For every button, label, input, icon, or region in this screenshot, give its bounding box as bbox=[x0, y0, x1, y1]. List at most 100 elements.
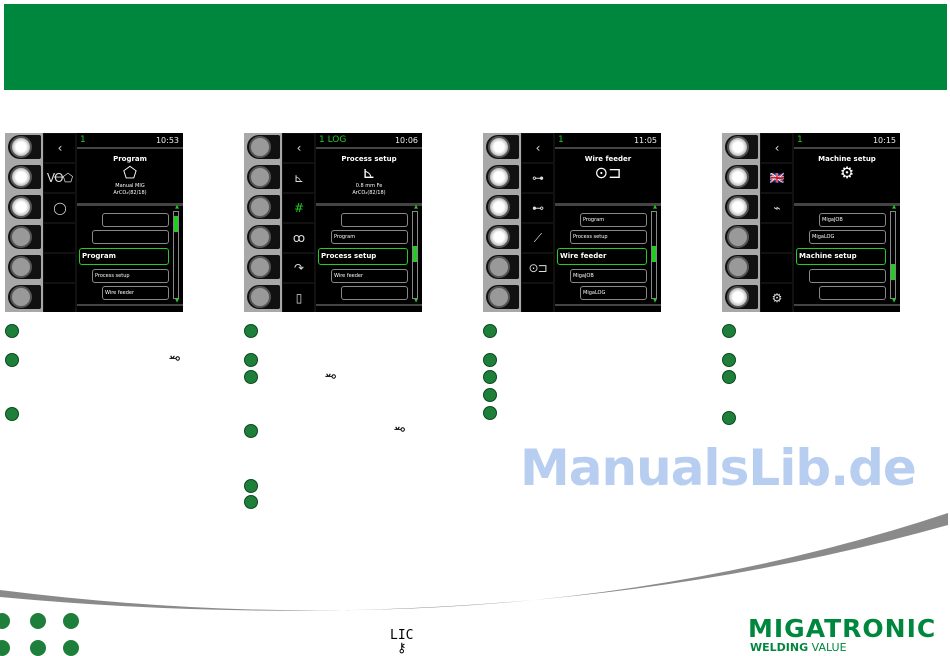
callout-dot bbox=[483, 388, 497, 402]
softkey-4[interactable]: ↷ bbox=[283, 254, 314, 282]
knob-button[interactable] bbox=[8, 135, 41, 159]
softkey-1[interactable]: VꝊ⬠ bbox=[44, 164, 75, 192]
scroll-down-arrow[interactable]: ▼ bbox=[175, 298, 179, 304]
knob-button[interactable] bbox=[247, 165, 280, 189]
softkey-4[interactable]: ⊙⊐ bbox=[522, 254, 553, 282]
scrollbar[interactable] bbox=[412, 211, 418, 299]
knob-button[interactable] bbox=[725, 285, 758, 309]
softkey-2[interactable]: # bbox=[283, 194, 314, 222]
knob-button[interactable] bbox=[8, 195, 41, 219]
softkey-3[interactable] bbox=[761, 224, 792, 252]
knob-button[interactable] bbox=[725, 195, 758, 219]
knob-button[interactable] bbox=[725, 165, 758, 189]
scroll-thumb[interactable] bbox=[891, 263, 895, 280]
menu-item[interactable]: Wire feeder bbox=[102, 286, 169, 300]
menu-item[interactable] bbox=[809, 269, 886, 283]
softkey-column: ‹ ⊶ ⊷ ⟋ ⊙⊐ bbox=[521, 133, 555, 312]
softkey-2[interactable]: ◯ bbox=[44, 194, 75, 222]
knob-button[interactable] bbox=[8, 285, 41, 309]
softkey-2[interactable]: ⊷ bbox=[522, 194, 553, 222]
scroll-up-arrow[interactable]: ▲ bbox=[414, 204, 418, 210]
knob-button[interactable] bbox=[486, 225, 519, 249]
scroll-thumb[interactable] bbox=[413, 246, 417, 263]
callout-dot bbox=[722, 411, 736, 425]
softkey-4[interactable] bbox=[761, 254, 792, 282]
menu-item[interactable]: Program bbox=[79, 248, 169, 265]
softkey-0[interactable]: ‹ bbox=[761, 134, 792, 162]
knob-column bbox=[722, 133, 760, 312]
menu-item[interactable]: MigaLOG bbox=[809, 230, 886, 244]
menu-item[interactable]: Program bbox=[331, 230, 408, 244]
menu-item[interactable] bbox=[341, 213, 408, 227]
menu-item[interactable]: Machine setup bbox=[796, 248, 886, 265]
knob-button[interactable] bbox=[486, 195, 519, 219]
menu-item[interactable]: Wire feeder bbox=[557, 248, 647, 265]
knob-button[interactable] bbox=[247, 225, 280, 249]
softkey-0[interactable]: ‹ bbox=[283, 134, 314, 162]
status-bar: 1 11:05 bbox=[555, 133, 661, 149]
scroll-thumb[interactable] bbox=[174, 216, 178, 233]
knob-button[interactable] bbox=[247, 135, 280, 159]
softkey-3[interactable]: ꝏ bbox=[283, 224, 314, 252]
menu-item[interactable] bbox=[92, 230, 169, 244]
knob-led bbox=[249, 226, 271, 248]
footer-dot bbox=[30, 640, 46, 656]
scrollbar[interactable] bbox=[173, 211, 179, 299]
scroll-up-arrow[interactable]: ▲ bbox=[175, 204, 179, 210]
knob-button[interactable] bbox=[247, 255, 280, 279]
menu-item[interactable] bbox=[102, 213, 169, 227]
clock: 10:15 bbox=[872, 136, 896, 145]
bottom-bar bbox=[555, 304, 661, 312]
knob-led bbox=[249, 166, 271, 188]
knob-led bbox=[488, 256, 510, 278]
scroll-down-arrow[interactable]: ▼ bbox=[414, 298, 418, 304]
knob-button[interactable] bbox=[247, 285, 280, 309]
softkey-3[interactable]: ⟋ bbox=[522, 224, 553, 252]
softkey-1[interactable]: ⊾ bbox=[283, 164, 314, 192]
knob-button[interactable] bbox=[8, 255, 41, 279]
knob-button[interactable] bbox=[486, 255, 519, 279]
scroll-down-arrow[interactable]: ▼ bbox=[892, 298, 896, 304]
knob-button[interactable] bbox=[486, 135, 519, 159]
softkey-1[interactable]: 🇬🇧 bbox=[761, 164, 792, 192]
softkey-5[interactable] bbox=[44, 284, 75, 312]
menu-item[interactable]: Program bbox=[580, 213, 647, 227]
softkey-0[interactable]: ‹ bbox=[522, 134, 553, 162]
menu-item[interactable]: Process setup bbox=[92, 269, 169, 283]
status-bar: 1 LOG 10:06 bbox=[316, 133, 422, 149]
knob-led bbox=[249, 196, 271, 218]
menu-item[interactable] bbox=[819, 286, 886, 300]
knob-button[interactable] bbox=[725, 135, 758, 159]
softkey-0[interactable]: ‹ bbox=[44, 134, 75, 162]
menu-item[interactable]: MigaJOB bbox=[819, 213, 886, 227]
callout-dot bbox=[244, 495, 258, 509]
menu-item[interactable]: Process setup bbox=[570, 230, 647, 244]
knob-button[interactable] bbox=[725, 225, 758, 249]
softkey-5[interactable]: ▯ bbox=[283, 284, 314, 312]
knob-button[interactable] bbox=[8, 225, 41, 249]
scrollbar[interactable] bbox=[890, 211, 896, 299]
scroll-up-arrow[interactable]: ▲ bbox=[653, 204, 657, 210]
softkey-2[interactable]: ⌁ bbox=[761, 194, 792, 222]
softkey-5[interactable]: ⚙ bbox=[761, 284, 792, 312]
knob-button[interactable] bbox=[247, 195, 280, 219]
menu-item[interactable]: Process setup bbox=[318, 248, 408, 265]
knob-button[interactable] bbox=[8, 165, 41, 189]
scroll-down-arrow[interactable]: ▼ bbox=[653, 298, 657, 304]
knob-button[interactable] bbox=[486, 285, 519, 309]
scroll-thumb[interactable] bbox=[652, 246, 656, 263]
softkey-5[interactable] bbox=[522, 284, 553, 312]
softkey-1[interactable]: ⊶ bbox=[522, 164, 553, 192]
knob-button[interactable] bbox=[486, 165, 519, 189]
knob-button[interactable] bbox=[725, 255, 758, 279]
menu-item[interactable]: MigaLOG bbox=[580, 286, 647, 300]
scrollbar[interactable] bbox=[651, 211, 657, 299]
softkey-4[interactable] bbox=[44, 254, 75, 282]
softkey-3[interactable] bbox=[44, 224, 75, 252]
scroll-up-arrow[interactable]: ▲ bbox=[892, 204, 896, 210]
menu-item[interactable]: MigaJOB bbox=[570, 269, 647, 283]
callout-dot bbox=[244, 353, 258, 367]
mode-indicator: 1 bbox=[558, 135, 564, 145]
menu-item[interactable] bbox=[341, 286, 408, 300]
menu-item[interactable]: Wire feeder bbox=[331, 269, 408, 283]
